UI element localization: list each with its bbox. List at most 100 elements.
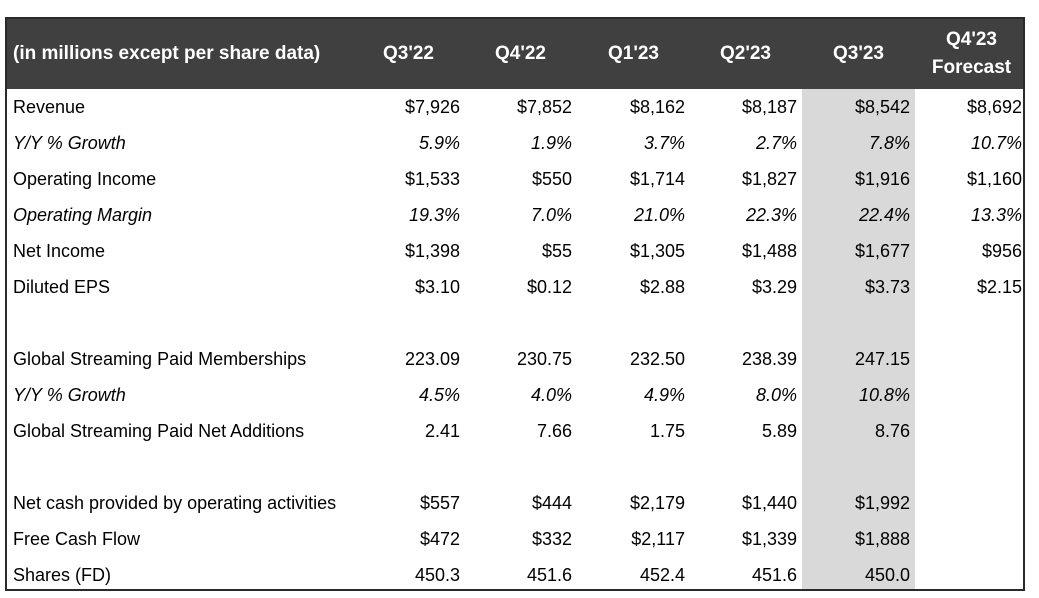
table-row: Operating Margin 19.3% 7.0% 21.0% 22.3% 22.4%…: [7, 197, 1023, 233]
row-value: 21.0%: [633, 205, 685, 225]
row-value: 4.9%: [643, 385, 685, 405]
row-label: Diluted EPS: [13, 277, 111, 297]
row-value: [912, 485, 1022, 521]
row-value: $3.10: [414, 277, 460, 297]
row-value: $8,187: [741, 97, 797, 117]
row-value: 247.15: [854, 349, 910, 369]
row-value: $8,162: [629, 97, 685, 117]
row-value: $2.15: [976, 277, 1022, 297]
table-row: Revenue $7,926 $7,852 $8,162 $8,187 $8,542 $8,…: [7, 89, 1023, 125]
row-value: $7,926: [404, 97, 460, 117]
table-row: Shares (FD) 450.3 451.6 452.4 451.6 450.0: [7, 557, 1023, 589]
row-value: $550: [531, 169, 572, 189]
row-value: 230.75: [516, 349, 572, 369]
row-value: $2,117: [631, 529, 685, 549]
row-value: $3.29: [751, 277, 797, 297]
table-row: Net cash provided by operating activitie…: [7, 485, 1023, 521]
row-value: $8,542: [854, 97, 910, 117]
table-row: Y/Y % Growth 4.5% 4.0% 4.9% 8.0% 10.8%: [7, 377, 1023, 413]
row-value: 1.75: [649, 421, 685, 441]
row-value: $1,440: [741, 493, 797, 513]
header-col-q4-23-forecast: Q4'23 Forecast: [915, 19, 1023, 89]
row-value: 8.76: [874, 421, 910, 441]
table-row: Y/Y % Growth 5.9% 1.9% 3.7% 2.7% 7.8% 10.7%: [7, 125, 1023, 161]
row-value: $444: [531, 493, 572, 513]
row-value: [912, 521, 1022, 557]
row-label: Net Income: [13, 241, 106, 261]
row-value: 223.09: [404, 349, 460, 369]
row-value: 4.0%: [530, 385, 572, 405]
row-label: Y/Y % Growth: [13, 385, 126, 405]
header-col-q1-23: Q1'23: [608, 43, 659, 64]
row-value: 7.66: [536, 421, 572, 441]
row-value: 5.89: [761, 421, 797, 441]
row-value: $1,888: [854, 529, 910, 549]
row-label: Global Streaming Paid Memberships: [13, 349, 307, 369]
table-row: Diluted EPS $3.10 $0.12 $2.88 $3.29 $3.73 $2.1…: [7, 269, 1023, 305]
row-value: $332: [531, 529, 572, 549]
table-row: Global Streaming Paid Net Additions 2.41 7…: [7, 413, 1023, 449]
header-forecast-label: Forecast: [931, 57, 1012, 78]
row-value: $1,714: [629, 169, 685, 189]
row-value: $1,488: [741, 241, 797, 261]
row-value: 19.3%: [408, 205, 460, 225]
header-forecast-quarter: Q4'23: [946, 29, 997, 50]
row-label: Operating Income: [13, 169, 157, 189]
row-label: Y/Y % Growth: [13, 133, 126, 153]
row-value: $1,533: [404, 169, 460, 189]
header-col-q3-22: Q3'22: [383, 43, 434, 64]
row-value: $1,677: [854, 241, 910, 261]
header-label: (in millions except per share data): [13, 43, 321, 64]
row-value: 238.39: [741, 349, 797, 369]
row-label: Shares (FD): [13, 565, 112, 585]
row-value: $472: [419, 529, 460, 549]
row-value: 450.0: [864, 565, 910, 585]
row-value: $7,852: [516, 97, 572, 117]
row-value: 451.6: [526, 565, 572, 585]
row-label: Global Streaming Paid Net Additions: [13, 421, 305, 441]
header-col-q3-23: Q3'23: [833, 43, 884, 64]
row-value: $1,398: [404, 241, 460, 261]
row-value: 451.6: [751, 565, 797, 585]
row-value: $8,692: [966, 97, 1022, 117]
row-value: 5.9%: [418, 133, 460, 153]
row-value: 1.9%: [530, 133, 572, 153]
row-value: 450.3: [414, 565, 460, 585]
row-value: $2,179: [629, 493, 685, 513]
row-value: $3.73: [864, 277, 910, 297]
row-label: Operating Margin: [13, 205, 153, 225]
row-value: $1,160: [966, 169, 1022, 189]
row-value: 10.7%: [970, 133, 1022, 153]
highlighted-column-q3-23: [802, 19, 915, 589]
table-row: Free Cash Flow $472 $332 $2,117 $1,339 $1,888: [7, 521, 1023, 557]
row-value: $1,992: [854, 493, 910, 513]
row-value: $1,827: [741, 169, 797, 189]
row-value: $1,916: [854, 169, 910, 189]
row-value: 8.0%: [755, 385, 797, 405]
row-value: 22.3%: [745, 205, 797, 225]
row-value: [912, 413, 1022, 449]
row-value: $1,305: [629, 241, 685, 261]
row-value: 2.41: [424, 421, 460, 441]
row-value: 232.50: [629, 349, 685, 369]
header-col-q2-23: Q2'23: [720, 43, 771, 64]
row-value: 22.4%: [858, 205, 910, 225]
row-value: $1,339: [741, 529, 797, 549]
row-value: 2.7%: [755, 133, 797, 153]
header-col-q4-22: Q4'22: [495, 43, 546, 64]
row-value: 7.8%: [868, 133, 910, 153]
row-value: 3.7%: [643, 133, 685, 153]
row-value: [912, 557, 1022, 589]
table-row: Operating Income $1,533 $550 $1,714 $1,827 $1…: [7, 161, 1023, 197]
row-value: 10.8%: [858, 385, 910, 405]
row-value: 4.5%: [418, 385, 460, 405]
row-value: $55: [541, 241, 572, 261]
row-value: $557: [419, 493, 460, 513]
row-value: 13.3%: [970, 205, 1022, 225]
row-value: 7.0%: [530, 205, 572, 225]
row-value: 452.4: [639, 565, 685, 585]
row-value: $956: [981, 241, 1022, 261]
row-value: [912, 341, 1022, 377]
row-label: Net cash provided by operating activitie…: [13, 493, 337, 513]
table-row: Net Income $1,398 $55 $1,305 $1,488 $1,677 $95…: [7, 233, 1023, 269]
